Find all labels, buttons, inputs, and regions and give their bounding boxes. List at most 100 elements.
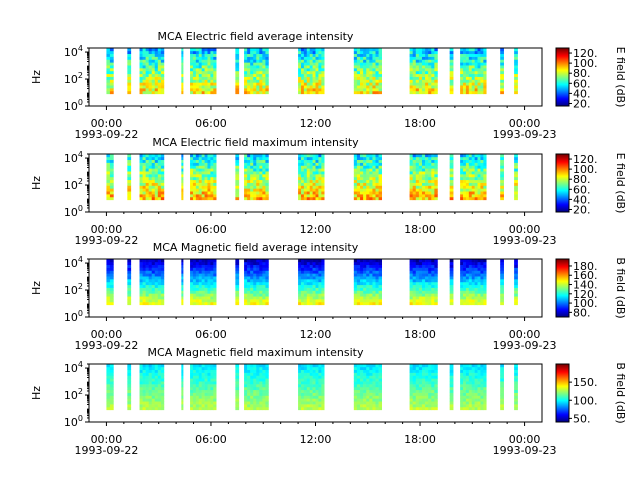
- spectrogram-cell: [363, 293, 367, 297]
- spectrogram-cell: [409, 293, 413, 297]
- spectrogram-cell: [190, 369, 194, 373]
- spectrogram-cell: [139, 196, 143, 201]
- spectrogram-cell: [474, 296, 478, 300]
- data-segment: [500, 48, 504, 95]
- spectrogram-cell: [250, 88, 254, 92]
- spectrogram-cell: [353, 188, 358, 192]
- spectrogram-cell: [315, 264, 319, 268]
- spectrogram-cell: [256, 62, 260, 66]
- spectrogram-cell: [460, 48, 464, 52]
- spectrogram-cell: [160, 165, 165, 169]
- spectrogram-cell: [151, 156, 156, 161]
- spectrogram-cell: [449, 65, 454, 69]
- spectrogram-cell: [160, 290, 165, 294]
- colorbar-cell: [556, 198, 569, 200]
- spectrogram-cell: [300, 168, 305, 172]
- spectrogram-cell: [201, 171, 205, 175]
- spectrogram-cell: [474, 384, 478, 388]
- data-segment: [139, 48, 165, 95]
- spectrogram-cell: [363, 290, 367, 294]
- spectrogram-cell: [474, 62, 478, 66]
- spectrogram-cell: [160, 406, 165, 411]
- spectrogram-cell: [463, 404, 467, 408]
- spectrogram-cell: [195, 378, 200, 382]
- spectrogram-cell: [315, 259, 319, 263]
- spectrogram-cell: [181, 196, 184, 201]
- spectrogram-cell: [421, 395, 426, 399]
- spectrogram-cell: [353, 88, 358, 92]
- colorbar: 20.40.60.80.100.120. E field (dB): [555, 153, 627, 216]
- spectrogram-cell: [309, 62, 313, 66]
- spectrogram-cell: [148, 171, 153, 175]
- spectrogram-cell: [151, 53, 156, 57]
- spectrogram-cell: [463, 168, 467, 172]
- spectrogram-cell: [353, 375, 358, 379]
- spectrogram-cell: [213, 68, 217, 72]
- spectrogram-cell: [256, 179, 260, 183]
- spectrogram-cell: [415, 293, 420, 297]
- spectrogram-cell: [142, 392, 146, 396]
- spectrogram-cell: [360, 378, 364, 382]
- y-axis-label: Hz: [30, 281, 43, 295]
- spectrogram-cell: [201, 62, 205, 66]
- spectrogram-cell: [409, 401, 413, 405]
- spectrogram-cell: [262, 287, 266, 291]
- spectrogram-cell: [500, 159, 504, 163]
- spectrogram-cell: [431, 281, 435, 286]
- spectrogram-cell: [300, 65, 305, 69]
- spectrogram-cell: [139, 76, 143, 80]
- spectrogram-cell: [474, 279, 478, 283]
- spectrogram-cell: [247, 372, 251, 376]
- colorbar-cell: [556, 158, 569, 161]
- spectrogram-cell: [142, 76, 146, 80]
- spectrogram-cell: [434, 156, 438, 161]
- spectrogram-cell: [428, 188, 432, 192]
- data-segment: [106, 48, 114, 95]
- spectrogram-cell: [366, 406, 370, 411]
- spectrogram-cell: [265, 194, 269, 198]
- spectrogram-cell: [201, 281, 205, 286]
- x-tick-label: 12:00: [300, 328, 332, 341]
- spectrogram-cell: [244, 156, 248, 161]
- spectrogram-cell: [303, 261, 308, 266]
- spectrogram-cell: [148, 406, 153, 411]
- spectrogram-cell: [412, 70, 417, 75]
- spectrogram-cell: [412, 384, 417, 388]
- spectrogram-cell: [425, 162, 429, 166]
- spectrogram-cell: [259, 159, 263, 163]
- spectrogram-cell: [312, 53, 316, 57]
- spectrogram-cell: [483, 290, 487, 294]
- spectrogram-cell: [321, 406, 325, 411]
- spectrogram-cell: [363, 90, 367, 95]
- spectrogram-cell: [213, 259, 217, 263]
- spectrogram-cell: [303, 398, 308, 402]
- spectrogram-cell: [198, 185, 202, 189]
- spectrogram-cell: [142, 70, 146, 75]
- spectrogram-cell: [449, 162, 454, 166]
- spectrogram-cell: [303, 90, 308, 95]
- spectrogram-cell: [262, 293, 266, 297]
- spectrogram-cell: [213, 381, 217, 385]
- spectrogram-cell: [300, 284, 305, 288]
- spectrogram-cell: [142, 404, 146, 408]
- spectrogram-cell: [318, 389, 322, 393]
- spectrogram-cell: [412, 56, 417, 60]
- spectrogram-cell: [306, 404, 310, 408]
- spectrogram-cell: [463, 290, 467, 294]
- panel-1: MCA Electric field average intensity1001…: [30, 30, 627, 141]
- spectrogram-cell: [353, 270, 358, 274]
- spectrogram-cell: [465, 171, 470, 175]
- spectrogram-cell: [160, 378, 165, 382]
- spectrogram-cell: [201, 284, 205, 288]
- spectrogram-cell: [474, 182, 478, 186]
- spectrogram-cell: [259, 174, 263, 178]
- spectrogram-cell: [449, 386, 454, 391]
- spectrogram-cell: [500, 392, 504, 396]
- spectrogram-cell: [309, 372, 313, 376]
- spectrogram-cell: [160, 176, 165, 181]
- spectrogram-cell: [415, 276, 420, 280]
- spectrogram-cell: [428, 82, 432, 86]
- spectrogram-cell: [303, 65, 308, 69]
- panel-2: MCA Electric field maximum intensity1001…: [30, 136, 627, 247]
- spectrogram-cell: [312, 381, 316, 385]
